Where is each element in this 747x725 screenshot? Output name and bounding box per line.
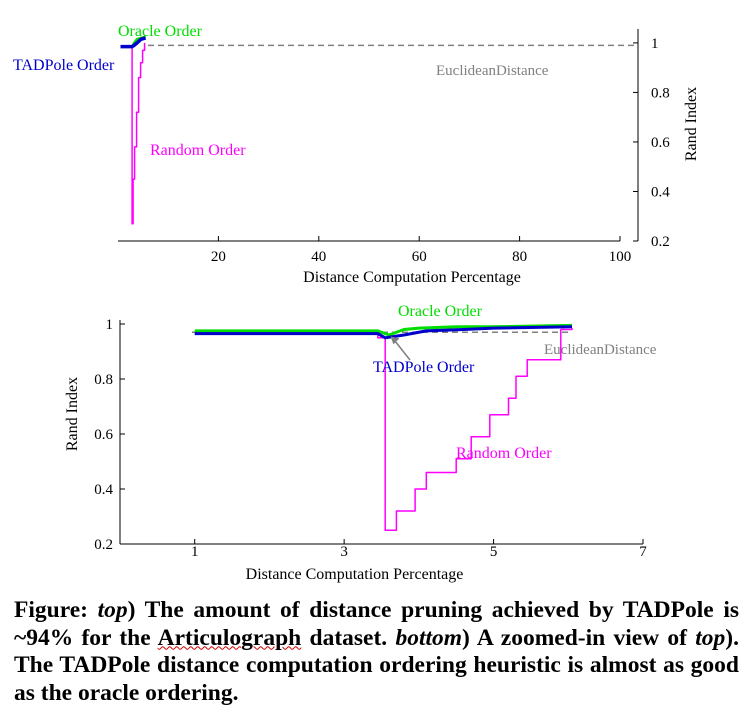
x-tick-label: 100 — [609, 249, 632, 265]
annotation-arrow-line — [393, 339, 411, 361]
series-label-random-order: Random Order — [456, 445, 552, 462]
bottom-chart: 1 3 5 7 0.2 0.4 0.6 0.8 1 Distance Computation Pe… — [64, 303, 657, 583]
y-tick-label: 0.8 — [651, 85, 670, 101]
y-tick-label: 1 — [106, 317, 114, 333]
y-tick-label: 0.6 — [94, 427, 113, 443]
series-label-oracle-order: Oracle Order — [398, 303, 483, 320]
caption-dataset-name: Articulograph — [157, 624, 302, 651]
y-tick-label: 0.4 — [651, 184, 670, 200]
series-line-tadpole-order — [194, 325, 573, 340]
y-tick-label: 0.2 — [651, 234, 670, 250]
series-label-tadpole-order: TADPole Order — [373, 359, 475, 376]
x-tick-label: 1 — [191, 544, 199, 560]
series-line-random-order — [194, 328, 573, 532]
series-label-oracle-order: Oracle Order — [118, 23, 203, 40]
x-tick-label: 40 — [311, 249, 326, 265]
x-axis-label: Distance Computation Percentage — [303, 269, 521, 286]
y-tick-label: 0.6 — [651, 135, 670, 151]
y-axis-label: Rand Index — [683, 87, 700, 161]
caption-top-ref: top — [97, 597, 128, 623]
top-chart: 20 40 60 80 100 0.2 0.4 0.6 0.8 1 Distance Computa… — [13, 23, 700, 286]
series-line-oracle-order — [194, 323, 573, 337]
series-label-random-order: Random Order — [150, 142, 246, 159]
caption-top-ref-2: top — [695, 624, 726, 651]
x-axis-label: Distance Computation Percentage — [246, 566, 464, 583]
x-tick-label: 20 — [211, 249, 226, 265]
euclidean-distance-label: EuclideanDistance — [544, 342, 657, 358]
annotation-arrow-head — [390, 336, 400, 345]
caption-text-4: ). The TADPole distance computation orde… — [14, 624, 739, 706]
y-tick-label: 0.2 — [94, 537, 113, 553]
caption-text-2: dataset. — [301, 624, 396, 651]
x-tick-label: 3 — [340, 544, 348, 560]
caption-text-3: ) A zoomed-in view of — [462, 624, 696, 651]
caption-bottom-ref: bottom — [395, 624, 463, 651]
y-tick-label: 0.4 — [94, 482, 113, 498]
x-tick-label: 7 — [639, 544, 647, 560]
caption-text-1: ) The amount of distance pruning achieve… — [14, 597, 739, 651]
y-tick-label: 0.8 — [94, 372, 113, 388]
x-tick-label: 80 — [512, 249, 527, 265]
series-line-random-order — [131, 42, 146, 225]
series-line-tadpole-order — [120, 36, 147, 49]
x-tick-label: 5 — [490, 544, 498, 560]
y-axis-label: Rand Index — [64, 377, 81, 451]
x-tick-label: 60 — [412, 249, 427, 265]
figure-canvas: 20 40 60 80 100 0.2 0.4 0.6 0.8 1 Distance Computa… — [13, 23, 700, 583]
euclidean-distance-label: EuclideanDistance — [436, 63, 549, 79]
series-label-tadpole-order: TADPole Order — [13, 57, 115, 74]
caption-label: Figure: — [14, 597, 88, 623]
figure-caption: Figure: top) The amount of distance prun… — [14, 597, 739, 707]
y-tick-label: 1 — [651, 36, 659, 52]
